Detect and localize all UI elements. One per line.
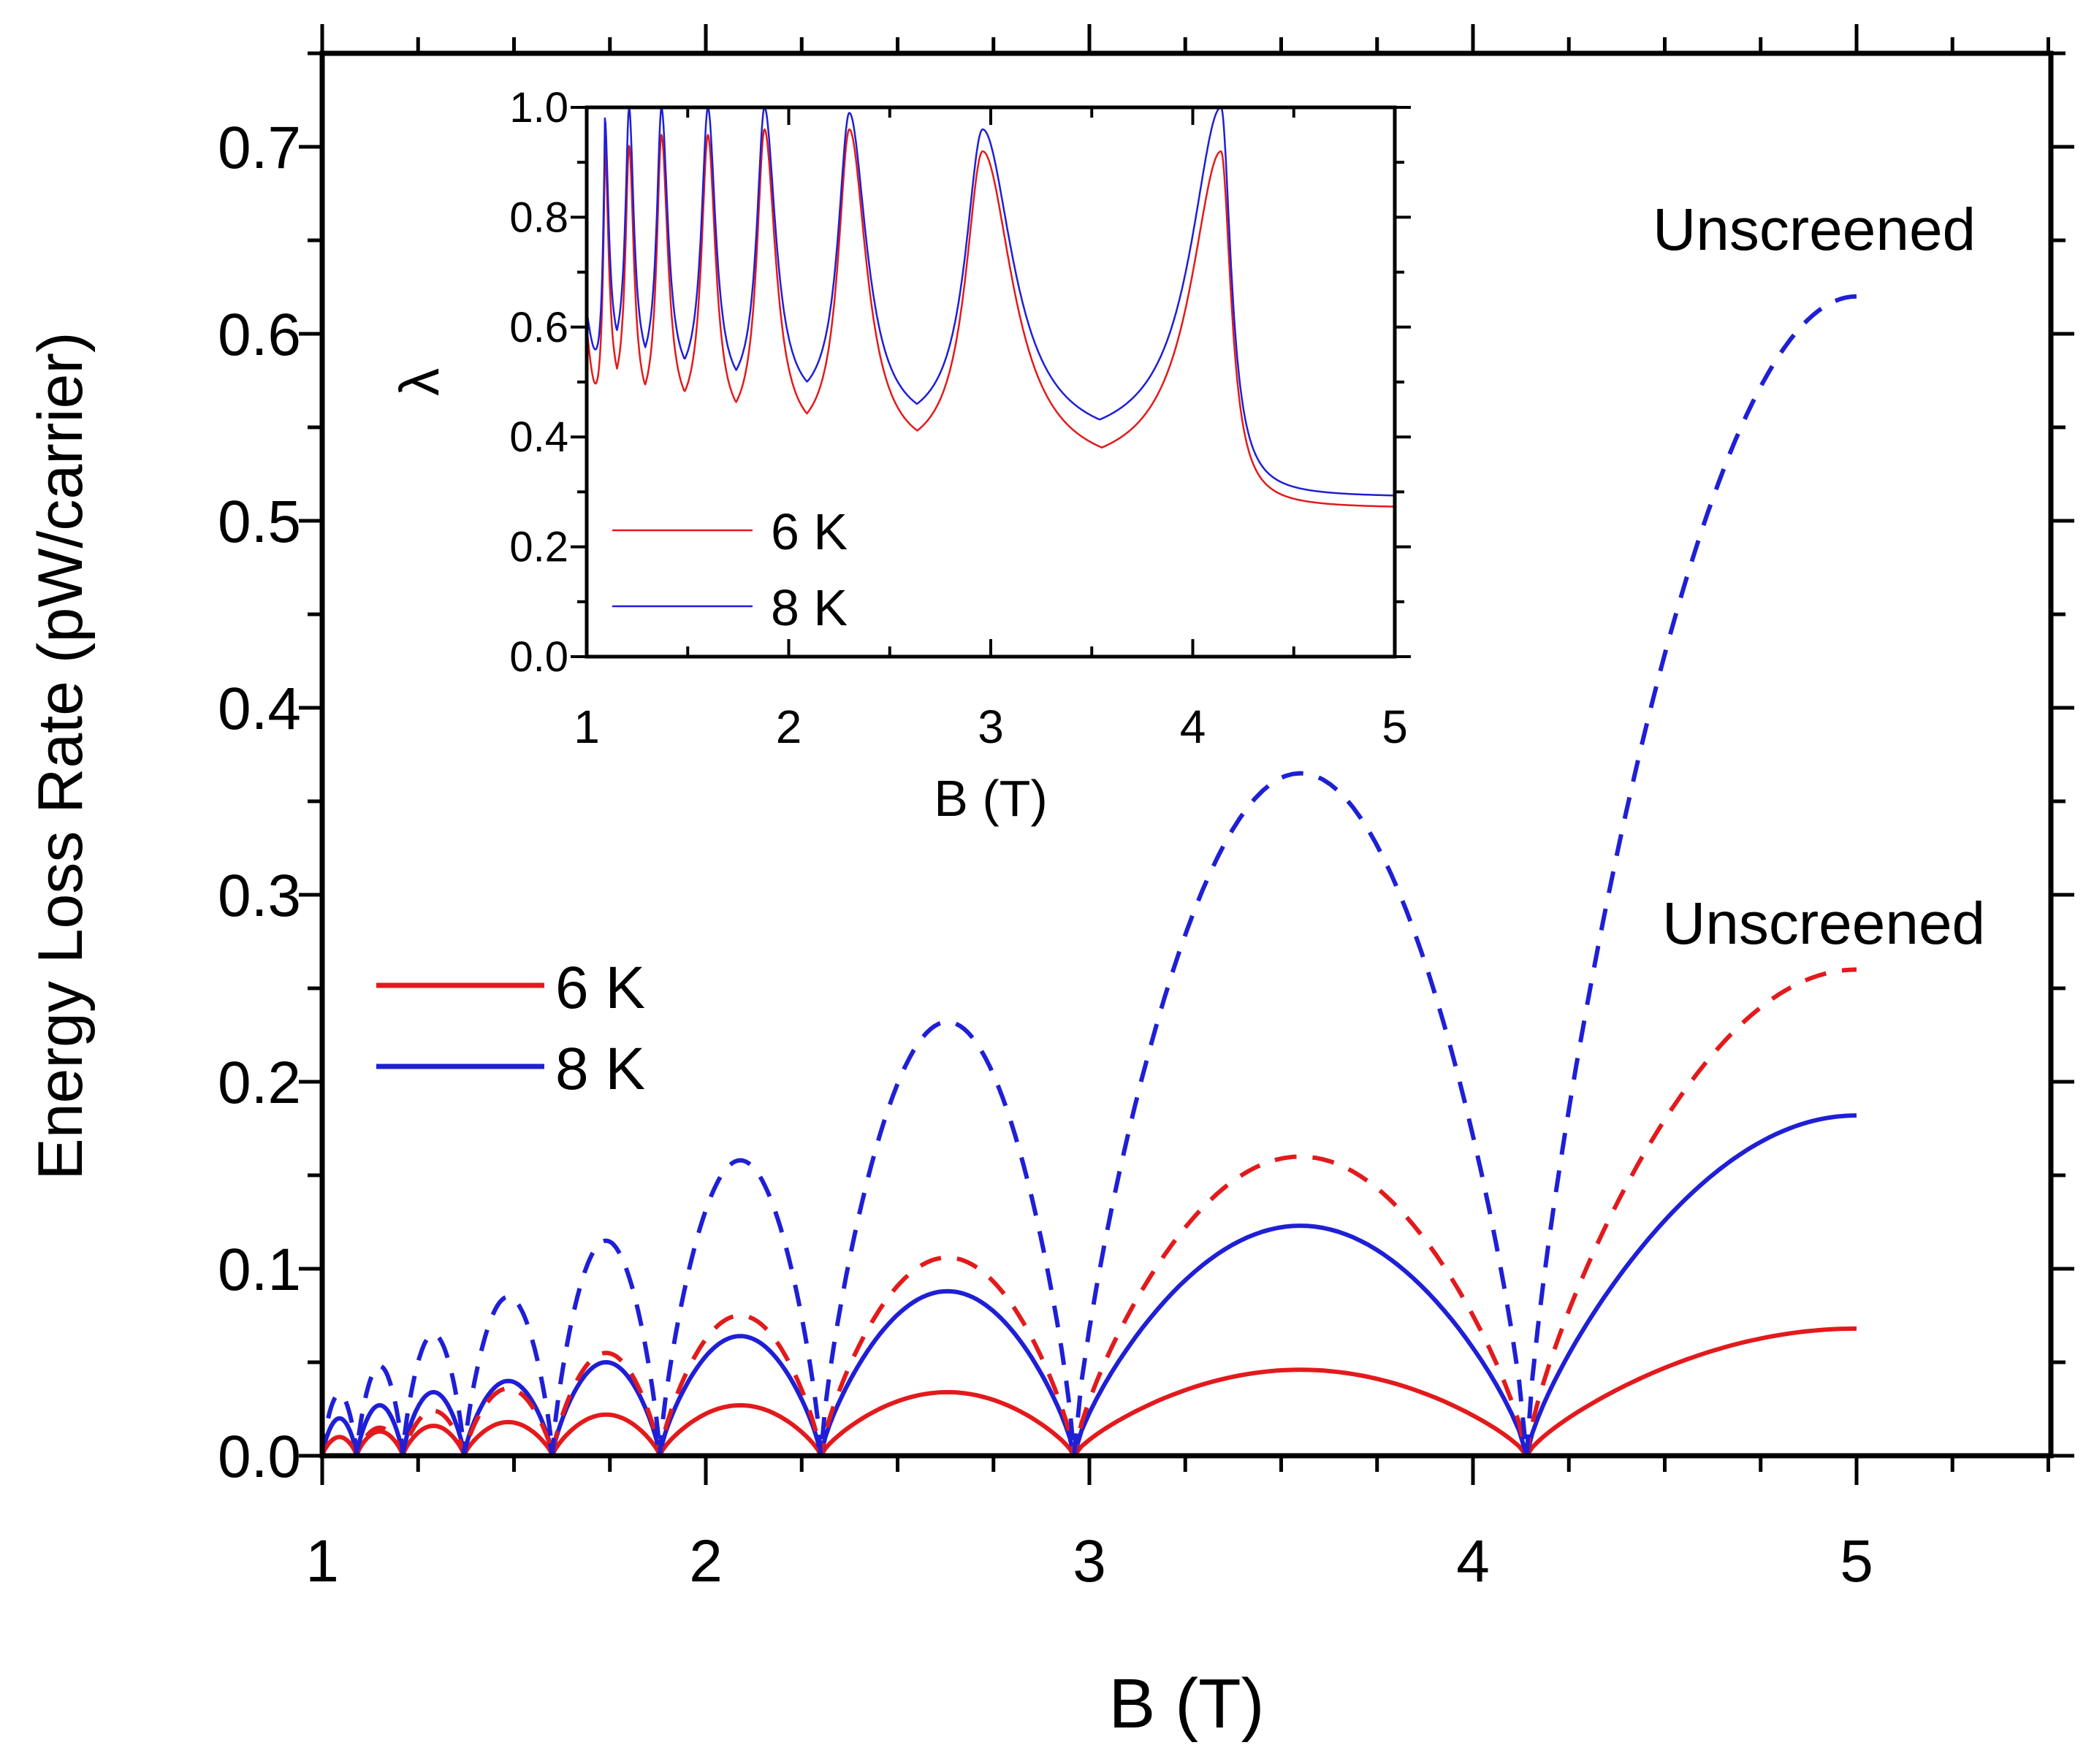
inset-x-tick-labels: 1 2 3 4 5 <box>574 700 1408 753</box>
inset-x-axis-label: B (T) <box>934 770 1048 827</box>
inset-legend-label-6k: 6 K <box>771 503 848 560</box>
inset-series-6-k <box>585 128 1396 508</box>
main-curves <box>320 294 1857 1458</box>
series-6-k-screened <box>320 1326 1857 1458</box>
main-x-tick-label: 5 <box>1840 1528 1873 1595</box>
main-y-tick-labels: 0.0 0.1 0.2 0.3 0.4 0.5 0.6 0.7 <box>218 115 301 1490</box>
main-y-tick-label: 0.7 <box>218 115 301 181</box>
main-plot: 1 2 3 4 5 0.0 0.1 0.2 0.3 0.4 0.5 0.6 0.7 B (T) Ene… <box>26 24 2074 1743</box>
legend-label-8k: 8 K <box>555 1036 645 1102</box>
inset-y-tick-label: 0.0 <box>509 633 568 681</box>
inset-x-tick-label: 5 <box>1382 700 1408 753</box>
inset-y-tick-label: 0.4 <box>509 413 568 461</box>
inset-x-tick-label: 3 <box>978 700 1004 753</box>
series-8-k-screened <box>320 1113 1857 1458</box>
inset-y-tick-label: 1.0 <box>509 84 568 131</box>
series-8-k-unscreened <box>320 294 1857 1458</box>
inset-legend-label-8k: 8 K <box>771 579 848 636</box>
main-x-axis-label: B (T) <box>1108 1665 1264 1743</box>
main-y-tick-label: 0.3 <box>218 863 301 929</box>
annotation-unscreened-8k: Unscreened <box>1653 196 1976 263</box>
main-x-tick-label: 3 <box>1073 1528 1106 1595</box>
main-y-tick-label: 0.6 <box>218 302 301 368</box>
inset-legend: 6 K 8 K <box>612 503 848 636</box>
inset-plot: 1 2 3 4 5 0.0 0.2 0.4 0.6 0.8 1.0 B (T) λ 6 K 8 K <box>389 84 1411 827</box>
inset-ticks <box>571 106 1411 658</box>
main-y-axis-label: Energy Loss Rate (pW/carrier) <box>26 332 96 1180</box>
inset-y-tick-label: 0.6 <box>509 304 568 351</box>
main-y-tick-label: 0.0 <box>218 1424 301 1490</box>
series-6-k-unscreened <box>320 967 1857 1458</box>
inset-x-tick-label: 1 <box>574 700 600 753</box>
main-x-tick-label: 1 <box>305 1528 339 1595</box>
inset-series-8-k <box>585 106 1396 497</box>
inset-y-axis-label: λ <box>389 368 451 396</box>
main-x-tick-label: 4 <box>1456 1528 1490 1595</box>
main-x-tick-label: 2 <box>689 1528 723 1595</box>
inset-background <box>585 106 1396 657</box>
main-y-tick-label: 0.2 <box>218 1050 301 1116</box>
main-ticks <box>299 24 2074 1485</box>
inset-y-tick-labels: 0.0 0.2 0.4 0.6 0.8 1.0 <box>509 84 568 681</box>
inset-x-tick-label: 2 <box>776 700 802 753</box>
inset-y-tick-label: 0.2 <box>509 524 568 571</box>
main-x-tick-labels: 1 2 3 4 5 <box>305 1528 1873 1595</box>
main-y-tick-label: 0.1 <box>218 1237 301 1303</box>
main-legend: 6 K 8 K <box>376 955 645 1102</box>
main-y-tick-label: 0.4 <box>218 676 301 742</box>
inset-x-tick-label: 4 <box>1180 700 1206 753</box>
annotation-unscreened-6k: Unscreened <box>1662 890 1985 957</box>
inset-curves <box>585 106 1396 508</box>
legend-label-6k: 6 K <box>555 955 645 1021</box>
inset-y-tick-label: 0.8 <box>509 194 568 241</box>
main-y-tick-label: 0.5 <box>218 489 301 555</box>
